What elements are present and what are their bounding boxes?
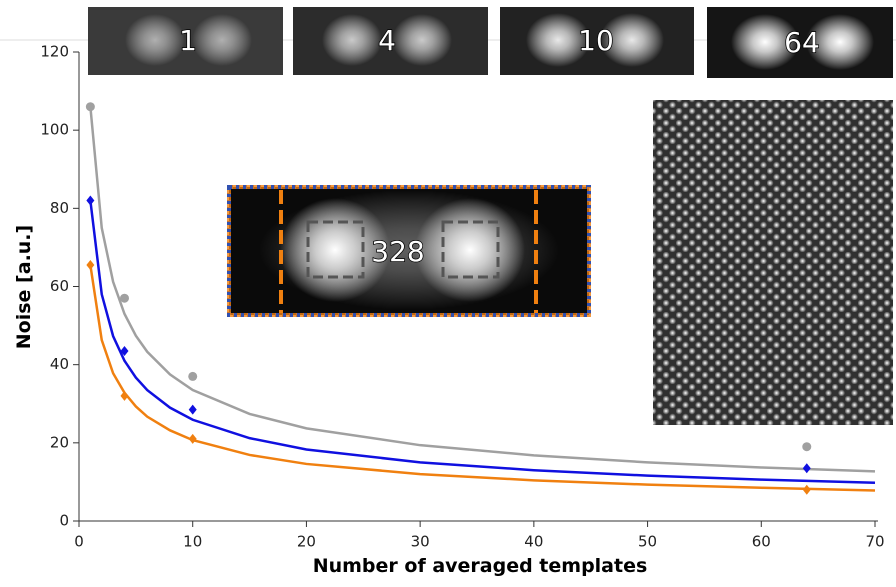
point bbox=[86, 195, 95, 206]
inset-label: 10 bbox=[578, 24, 614, 57]
axes: 0 10 20 30 40 50 60 70 0 20 40 60 80 100 120 bbox=[40, 43, 884, 551]
point bbox=[188, 433, 197, 444]
x-tick-label: 50 bbox=[638, 533, 657, 551]
blob bbox=[731, 14, 799, 70]
y-tick-label: 40 bbox=[50, 355, 69, 373]
point bbox=[119, 293, 129, 303]
point bbox=[120, 345, 129, 356]
blob bbox=[806, 14, 874, 70]
x-tick-label: 20 bbox=[297, 533, 316, 551]
x-tick-label: 70 bbox=[865, 533, 884, 551]
point bbox=[802, 484, 811, 495]
x-axis-title: Number of averaged templates bbox=[313, 555, 648, 577]
y-tick-label: 120 bbox=[40, 43, 69, 61]
point bbox=[802, 463, 811, 474]
y-tick-label: 0 bbox=[59, 512, 69, 530]
inset-images bbox=[88, 7, 893, 425]
blob bbox=[526, 13, 590, 67]
blob bbox=[600, 13, 664, 67]
x-tick-label: 60 bbox=[752, 533, 771, 551]
point bbox=[188, 404, 197, 415]
border bbox=[227, 185, 591, 317]
point bbox=[86, 260, 95, 271]
point bbox=[188, 371, 198, 381]
blob bbox=[392, 14, 452, 66]
inset-label: 328 bbox=[371, 235, 424, 268]
blob bbox=[415, 198, 525, 302]
inset-label: 1 bbox=[179, 24, 197, 57]
x-tick-label: 10 bbox=[183, 533, 202, 551]
y-tick-label: 100 bbox=[40, 121, 69, 139]
blob bbox=[322, 14, 382, 66]
x-tick-label: 40 bbox=[524, 533, 543, 551]
box bbox=[306, 220, 365, 279]
y-axis-title: Noise [a.u.] bbox=[13, 225, 35, 349]
y-tick-label: 80 bbox=[50, 199, 69, 217]
x-tick-label: 30 bbox=[411, 533, 430, 551]
point bbox=[85, 102, 95, 112]
blob bbox=[192, 14, 252, 66]
point bbox=[802, 442, 812, 452]
fit-line bbox=[89, 200, 876, 484]
fit-line bbox=[89, 106, 876, 473]
inset-label: 64 bbox=[784, 26, 820, 59]
y-tick-label: 20 bbox=[50, 433, 69, 451]
inset-label: 4 bbox=[378, 24, 396, 57]
box bbox=[441, 220, 500, 279]
blob bbox=[125, 14, 185, 66]
x-tick-label: 0 bbox=[74, 533, 84, 551]
lattice-image bbox=[653, 100, 893, 425]
point bbox=[120, 390, 129, 401]
y-tick-label: 60 bbox=[50, 277, 69, 295]
